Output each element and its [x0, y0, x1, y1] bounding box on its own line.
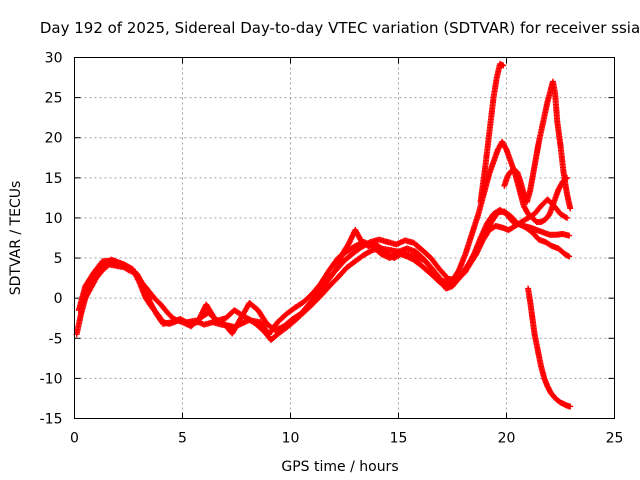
y-tick-label: -10: [40, 371, 63, 387]
data-point: [567, 205, 574, 212]
x-tick-label: 15: [390, 431, 408, 447]
x-tick-label: 0: [70, 431, 79, 447]
y-tick-label: -5: [49, 331, 63, 347]
data-point: [500, 62, 507, 69]
x-axis-label: GPS time / hours: [281, 459, 398, 475]
grid-lines: [74, 57, 615, 419]
y-tick-label: 0: [54, 291, 63, 307]
x-tick-label: 20: [498, 431, 516, 447]
data-point: [567, 403, 574, 410]
y-tick-label: 10: [45, 211, 63, 227]
axis-ticks: [74, 57, 615, 419]
data-point: [563, 214, 570, 221]
chart-title: Day 192 of 2025, Sidereal Day-to-day VTE…: [40, 19, 640, 37]
data-point: [566, 253, 573, 260]
x-tick-label: 10: [282, 431, 300, 447]
series-track-d: [332, 138, 570, 290]
data-series: [73, 60, 574, 410]
data-point: [566, 232, 573, 239]
y-tick-label: 25: [45, 91, 63, 107]
y-tick-label: 15: [45, 171, 63, 187]
x-tick-labels: 0 5 10 15 20 25: [70, 431, 623, 447]
series-decay: [525, 285, 574, 410]
y-tick-label: 5: [54, 251, 63, 267]
y-tick-label: 30: [45, 51, 63, 67]
y-axis-label: SDTVAR / TECUs: [8, 181, 24, 296]
y-tick-label: -15: [40, 412, 63, 428]
series-spike-b: [501, 78, 574, 212]
x-tick-label: 5: [178, 431, 187, 447]
y-tick-labels: -15 -10 -5 0 5 10 15 20 25 30: [40, 51, 63, 428]
y-tick-label: 20: [45, 131, 63, 147]
plot-frame: [74, 57, 615, 419]
x-tick-label: 25: [606, 431, 624, 447]
series-spike-a: [477, 60, 507, 205]
